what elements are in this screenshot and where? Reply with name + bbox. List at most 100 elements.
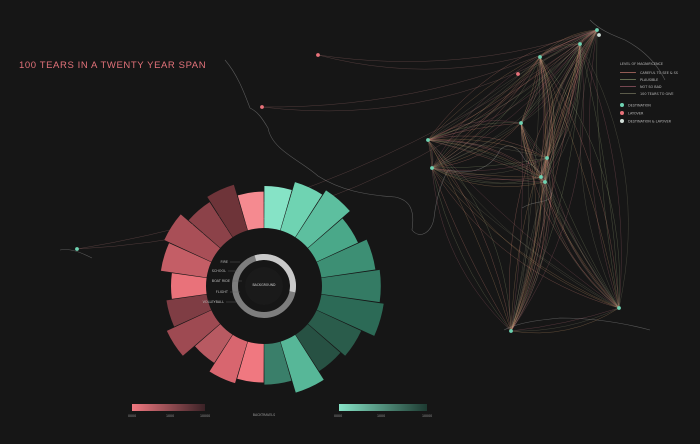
flight-route bbox=[539, 56, 620, 309]
flight-route bbox=[510, 56, 554, 332]
flight-route bbox=[431, 167, 542, 180]
teal-scale-tick: 10000 bbox=[422, 414, 432, 418]
flight-route bbox=[510, 157, 551, 332]
flight-route bbox=[539, 56, 620, 309]
flight-route bbox=[427, 56, 541, 141]
airport-dot bbox=[597, 33, 601, 37]
scale-middle-label: BACKTRAVELS bbox=[253, 413, 275, 417]
flight-route bbox=[427, 122, 522, 141]
flight-route bbox=[431, 167, 512, 332]
flight-route bbox=[596, 29, 620, 309]
teal-scale-tick: 0000 bbox=[334, 414, 342, 418]
airport-dot bbox=[617, 306, 621, 310]
airport-dot bbox=[545, 156, 549, 160]
flight-route bbox=[431, 167, 542, 178]
flight-route bbox=[579, 43, 620, 309]
flight-route bbox=[520, 122, 620, 309]
center-labels: FIRE SCHOOL BOAT RIDE FLIGHT VOLLEYBALL … bbox=[203, 260, 276, 304]
flight-route bbox=[544, 181, 620, 309]
flight-route bbox=[510, 43, 581, 332]
radial-segment-coral bbox=[207, 184, 248, 238]
flight-route bbox=[539, 56, 547, 183]
center-hole bbox=[245, 267, 283, 305]
legend-dot-both bbox=[620, 119, 624, 123]
airport-dot bbox=[75, 247, 79, 251]
airport-dot bbox=[426, 138, 430, 142]
flight-route bbox=[579, 43, 629, 309]
flight-route bbox=[427, 139, 620, 309]
flight-route bbox=[431, 122, 522, 169]
flight-route bbox=[427, 139, 548, 159]
flight-route bbox=[431, 43, 581, 169]
flight-route bbox=[510, 56, 541, 332]
flight-route bbox=[546, 157, 620, 309]
flight-route bbox=[427, 139, 512, 332]
flight-route bbox=[317, 29, 598, 62]
teal-scale-tick: 1000 bbox=[377, 414, 385, 418]
flight-route bbox=[427, 120, 522, 141]
airport-dot bbox=[519, 121, 523, 125]
airport-dot bbox=[543, 180, 547, 184]
flight-route bbox=[510, 122, 523, 332]
airport-dots bbox=[75, 28, 621, 333]
inner-label-flight: FLIGHT bbox=[216, 290, 229, 294]
flight-route bbox=[427, 43, 581, 141]
inner-label-fire: FIRE bbox=[221, 260, 228, 264]
flight-route bbox=[427, 29, 598, 141]
radial-segment-teal bbox=[280, 334, 324, 393]
legend-dot-destination bbox=[620, 103, 624, 107]
flight-route bbox=[427, 139, 542, 178]
flight-route bbox=[431, 167, 546, 183]
legend-dot-layover bbox=[620, 111, 624, 115]
radial-segment-teal bbox=[307, 218, 358, 262]
inner-label-school: SCHOOL bbox=[212, 269, 226, 273]
flight-routes bbox=[76, 29, 629, 334]
legend: LEVEL OF MAGNIFICENCE CAREFUL TO SEE & S… bbox=[620, 62, 678, 124]
center-label: BACKGROUND bbox=[253, 283, 277, 287]
radial-segment-teal bbox=[316, 294, 384, 336]
inner-ring-arc bbox=[254, 253, 296, 293]
flight-route bbox=[431, 167, 546, 188]
flight-route bbox=[510, 176, 542, 332]
radial-segment-coral bbox=[160, 243, 212, 278]
flight-route bbox=[431, 43, 581, 169]
radial-segment-coral bbox=[209, 334, 248, 384]
flight-route bbox=[539, 43, 581, 58]
legend-line-label: NOT SO BAD bbox=[640, 85, 662, 89]
legend-dot-label: LAYOVER bbox=[628, 112, 644, 116]
radial-segment-teal bbox=[264, 341, 292, 385]
flight-route bbox=[510, 29, 598, 332]
flight-route bbox=[544, 43, 581, 183]
airport-dot bbox=[578, 42, 582, 46]
flight-route bbox=[76, 29, 598, 250]
radial-segment-coral bbox=[188, 202, 233, 248]
flight-route bbox=[539, 43, 581, 58]
flight-route bbox=[76, 29, 598, 250]
flight-route bbox=[427, 29, 598, 141]
flight-route bbox=[509, 29, 598, 332]
flight-route bbox=[520, 43, 581, 124]
flight-route bbox=[431, 167, 512, 332]
flight-route bbox=[261, 29, 598, 108]
coral-scale-tick: 1000 bbox=[166, 414, 174, 418]
flight-route bbox=[539, 56, 555, 183]
radial-segment-coral bbox=[237, 341, 264, 383]
flight-route bbox=[539, 56, 620, 309]
flight-route bbox=[427, 139, 433, 169]
radial-segment-coral bbox=[164, 214, 221, 262]
legend-dot-label: DESTINATION bbox=[628, 104, 651, 108]
coral-scale-tick: 10000 bbox=[200, 414, 210, 418]
radial-segment-teal bbox=[264, 186, 292, 231]
legend-line-label: PLAUSIBLE bbox=[640, 78, 658, 82]
flight-route bbox=[427, 139, 546, 183]
airport-dot bbox=[516, 72, 520, 76]
flight-route bbox=[431, 56, 541, 169]
flight-route bbox=[431, 43, 581, 169]
flight-route bbox=[520, 43, 581, 124]
flight-route bbox=[427, 139, 512, 332]
flight-route bbox=[539, 56, 548, 178]
flight-route bbox=[431, 167, 620, 309]
flight-route bbox=[510, 181, 546, 332]
flight-route bbox=[427, 138, 548, 159]
flight-route bbox=[520, 122, 620, 309]
